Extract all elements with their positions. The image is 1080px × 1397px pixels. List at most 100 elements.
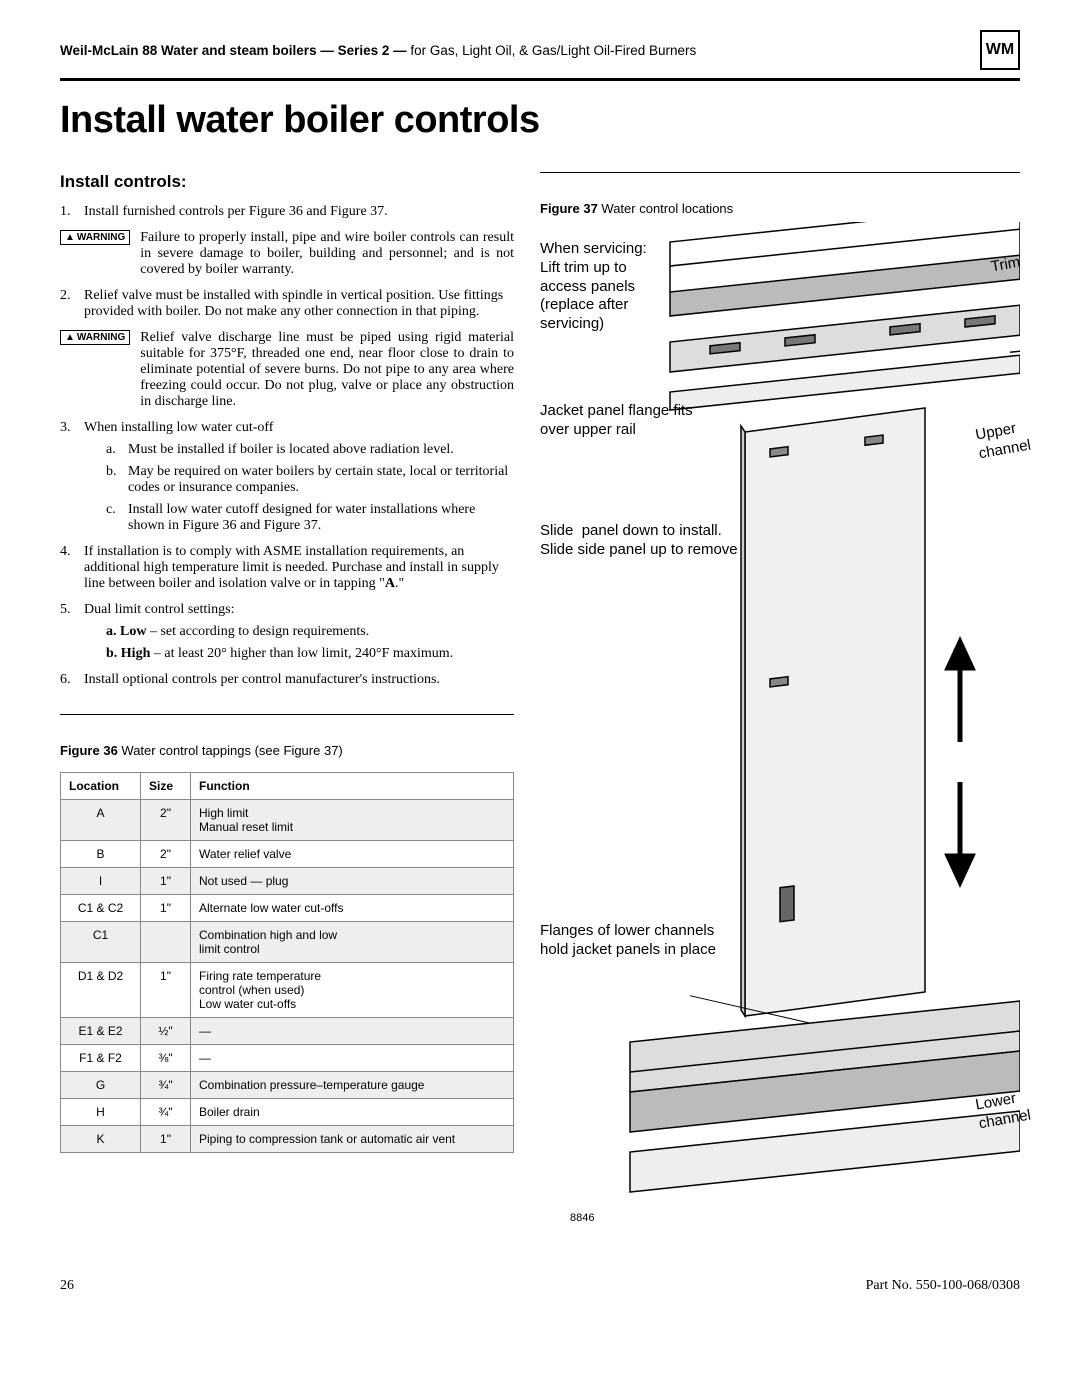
cell-size: ½" [141, 1018, 191, 1045]
warning-1-text: Failure to properly install, pipe and wi… [140, 230, 514, 278]
fig36-caption-bold: Figure 36 [60, 743, 118, 758]
two-column-layout: Install controls: 1.Install furnished co… [60, 172, 1020, 1242]
cell-function: — [191, 1018, 514, 1045]
warning-label-text: WARNING [77, 232, 125, 243]
table-row: G¾"Combination pressure–temperature gaug… [61, 1072, 514, 1099]
table-row: F1 & F2⅜"— [61, 1045, 514, 1072]
cell-size [141, 922, 191, 963]
th-size: Size [141, 773, 191, 800]
figure-37-svg [540, 222, 1020, 1242]
page-footer: 26 Part No. 550-100-068/0308 [60, 1278, 1020, 1294]
cell-size: ¾" [141, 1072, 191, 1099]
step-4-text-b: A [385, 576, 395, 591]
table-row: A2"High limit Manual reset limit [61, 800, 514, 841]
table-row: E1 & E2½"— [61, 1018, 514, 1045]
table-row: C1 Combination high and low limit control [61, 922, 514, 963]
table-header-row: Location Size Function [61, 773, 514, 800]
warning-triangle-icon: ▲ [65, 332, 75, 343]
table-row: K1"Piping to compression tank or automat… [61, 1126, 514, 1153]
cell-size: 1" [141, 868, 191, 895]
cell-function: Not used — plug [191, 868, 514, 895]
label-upper-channel: Upper channel [975, 418, 1033, 464]
left-column: Install controls: 1.Install furnished co… [60, 172, 514, 1242]
cell-location: G [61, 1072, 141, 1099]
step-4-text: If installation is to comply with ASME i… [84, 544, 499, 591]
table-row: I1"Not used — plug [61, 868, 514, 895]
step-3-sublist: a.Must be installed if boiler is located… [84, 442, 514, 534]
step-3c: c.Install low water cutoff designed for … [106, 502, 514, 534]
cell-size: 2" [141, 800, 191, 841]
fig37-caption: Figure 37 Water control locations [540, 201, 1020, 216]
cell-location: I [61, 868, 141, 895]
warning-2-text: Relief valve discharge line must be pipe… [140, 330, 514, 410]
step-5-sublist: a. Low – set according to design require… [84, 624, 514, 662]
step-2-text: Relief valve must be installed with spin… [84, 288, 503, 319]
page-number: 26 [60, 1278, 74, 1294]
step-5a-bold: a. Low [106, 624, 146, 639]
cell-size: 2" [141, 841, 191, 868]
step-3b-text: May be required on water boilers by cert… [128, 464, 508, 495]
step-5a: a. Low – set according to design require… [106, 624, 514, 640]
label-servicing: When servicing: Lift trim up to access p… [540, 240, 647, 334]
step-4-text-a: If installation is to comply with ASME i… [84, 544, 499, 591]
cell-location: F1 & F2 [61, 1045, 141, 1072]
fig37-caption-bold: Figure 37 [540, 201, 598, 216]
step-3a-text: Must be installed if boiler is located a… [128, 442, 454, 457]
cell-location: C1 [61, 922, 141, 963]
tappings-table: Location Size Function A2"High limit Man… [60, 772, 514, 1153]
cell-size: 1" [141, 963, 191, 1018]
step-5a-text: – set according to design requirements. [146, 624, 369, 639]
label-lower-channel: Lower channel [975, 1088, 1033, 1134]
install-steps-list-cont: 2.Relief valve must be installed with sp… [60, 288, 514, 320]
cell-location: H [61, 1099, 141, 1126]
step-4: 4.If installation is to comply with ASME… [60, 544, 514, 592]
cell-location: D1 & D2 [61, 963, 141, 1018]
warning-1: ▲WARNING Failure to properly install, pi… [60, 230, 514, 278]
cell-function: Combination high and low limit control [191, 922, 514, 963]
cell-function: High limit Manual reset limit [191, 800, 514, 841]
cell-function: — [191, 1045, 514, 1072]
header-line: Weil-McLain 88 Water and steam boilers —… [60, 30, 1020, 70]
logo-text: WM [986, 41, 1014, 59]
cell-function: Piping to compression tank or automatic … [191, 1126, 514, 1153]
part-number: Part No. 550-100-068/0308 [866, 1278, 1020, 1294]
header-rule [60, 78, 1020, 81]
th-function: Function [191, 773, 514, 800]
cell-location: K [61, 1126, 141, 1153]
cell-size: 1" [141, 1126, 191, 1153]
header-text: Weil-McLain 88 Water and steam boilers —… [60, 43, 980, 58]
figure-37-diagram: When servicing: Lift trim up to access p… [540, 222, 1020, 1242]
cell-size: 1" [141, 895, 191, 922]
th-location: Location [61, 773, 141, 800]
step-1-text: Install furnished controls per Figure 36… [84, 204, 388, 219]
page-title: Install water boiler controls [60, 99, 1020, 142]
warning-badge: ▲WARNING [60, 330, 130, 345]
label-flanges: Flanges of lower channels hold jacket pa… [540, 922, 716, 960]
fig37-rule [540, 172, 1020, 173]
header-bold: Weil-McLain 88 Water and steam boilers —… [60, 43, 410, 58]
step-4-text-c: ." [395, 576, 404, 591]
brand-logo: WM [980, 30, 1020, 70]
table-row: B2"Water relief valve [61, 841, 514, 868]
step-3b: b.May be required on water boilers by ce… [106, 464, 514, 496]
cell-function: Boiler drain [191, 1099, 514, 1126]
step-5b: b. High – at least 20° higher than low l… [106, 646, 514, 662]
table-row: H¾"Boiler drain [61, 1099, 514, 1126]
label-code: 8846 [570, 1212, 594, 1226]
label-jacket: Jacket panel flange fits over upper rail [540, 402, 693, 440]
fig36-caption-text: Water control tappings (see Figure 37) [118, 743, 343, 758]
warning-triangle-icon: ▲ [65, 232, 75, 243]
cell-function: Alternate low water cut-offs [191, 895, 514, 922]
section-heading: Install controls: [60, 172, 514, 192]
fig36-caption: Figure 36 Water control tappings (see Fi… [60, 743, 514, 758]
cell-location: C1 & C2 [61, 895, 141, 922]
step-5b-bold: b. High [106, 646, 150, 661]
step-3: 3.When installing low water cut-off a.Mu… [60, 420, 514, 534]
warning-2: ▲WARNING Relief valve discharge line mus… [60, 330, 514, 410]
header-regular: for Gas, Light Oil, & Gas/Light Oil-Fire… [410, 43, 696, 58]
cell-size: ¾" [141, 1099, 191, 1126]
install-steps-list-cont2: 3.When installing low water cut-off a.Mu… [60, 420, 514, 688]
warning-label-text: WARNING [77, 332, 125, 343]
step-2: 2.Relief valve must be installed with sp… [60, 288, 514, 320]
install-steps-list: 1.Install furnished controls per Figure … [60, 204, 514, 220]
